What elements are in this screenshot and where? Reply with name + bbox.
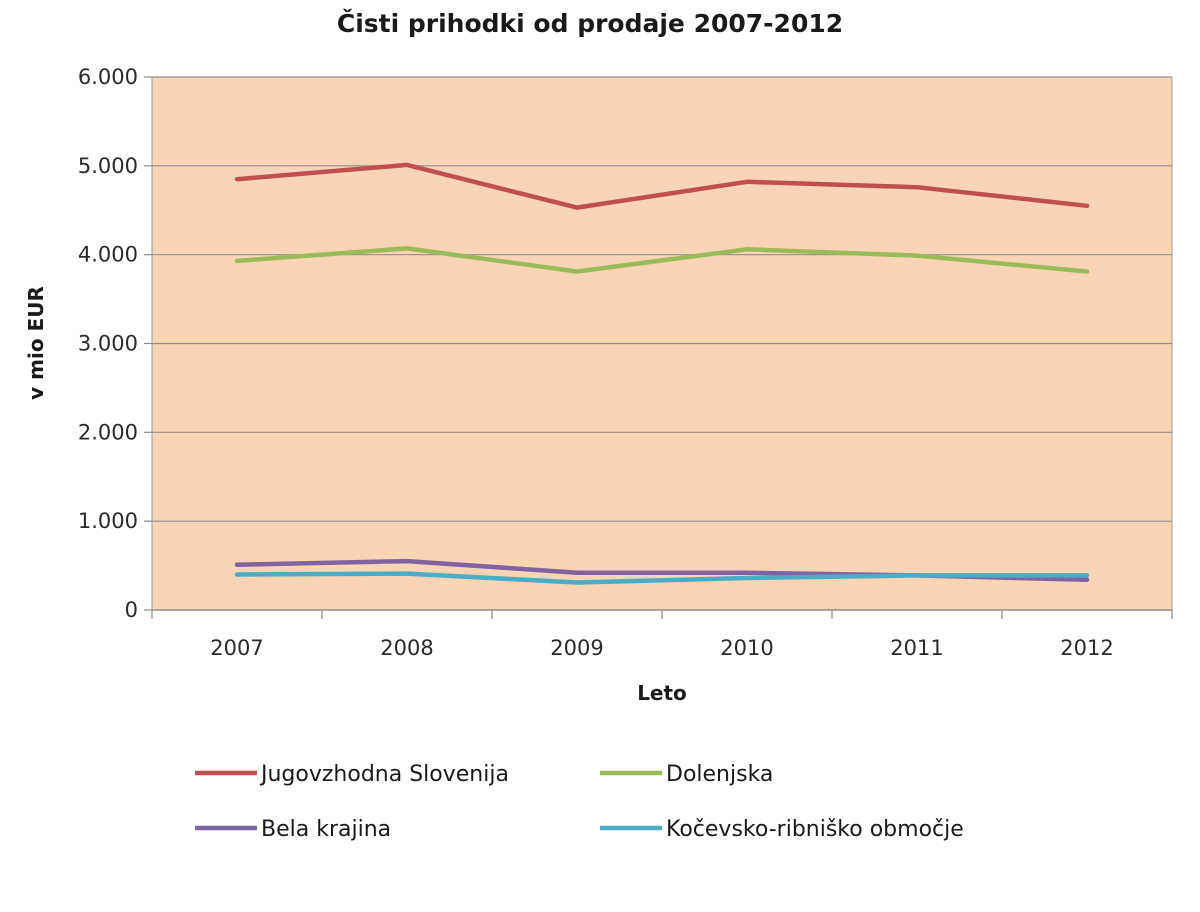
y-tick-label: 0 [125, 598, 138, 622]
y-tick-label: 4.000 [78, 243, 138, 267]
x-axis-ticks: 2007 2008 2009 2010 2011 2012 [151, 610, 1173, 660]
y-tick-label: 3.000 [78, 332, 138, 356]
x-tick-label: 2009 [550, 636, 603, 660]
chart-title: Čisti prihodki od prodaje 2007-2012 [337, 8, 843, 38]
legend-label: Jugovzhodna Slovenija [259, 762, 509, 787]
x-tick-label: 2007 [210, 636, 263, 660]
legend: Jugovzhodna Slovenija Dolenjska Bela kraji… [195, 762, 964, 842]
legend-label: Dolenjska [666, 762, 773, 787]
x-tick-label: 2011 [890, 636, 943, 660]
series-line-kocevsko-ribnisko-obmocje [234, 571, 1090, 585]
y-tick-label: 2.000 [78, 420, 138, 444]
y-tick-label: 6.000 [78, 65, 138, 89]
x-tick-label: 2010 [720, 636, 773, 660]
y-axis-title: v mio EUR [24, 286, 48, 400]
gridlines: 0 1.000 2.000 3.000 4.000 5.000 6.000 [78, 65, 1172, 622]
series-line-jugovzhodna-slovenija [234, 162, 1090, 210]
x-tick-label: 2008 [380, 636, 433, 660]
legend-label: Bela krajina [261, 817, 391, 842]
x-axis-title: Leto [637, 681, 687, 705]
x-tick-label: 2012 [1060, 636, 1113, 660]
legend-label: Kočevsko-ribniško območje [666, 817, 964, 842]
series-lines [234, 162, 1090, 585]
y-tick-label: 1.000 [78, 509, 138, 533]
y-tick-label: 5.000 [78, 154, 138, 178]
series-line-dolenjska [234, 246, 1090, 274]
